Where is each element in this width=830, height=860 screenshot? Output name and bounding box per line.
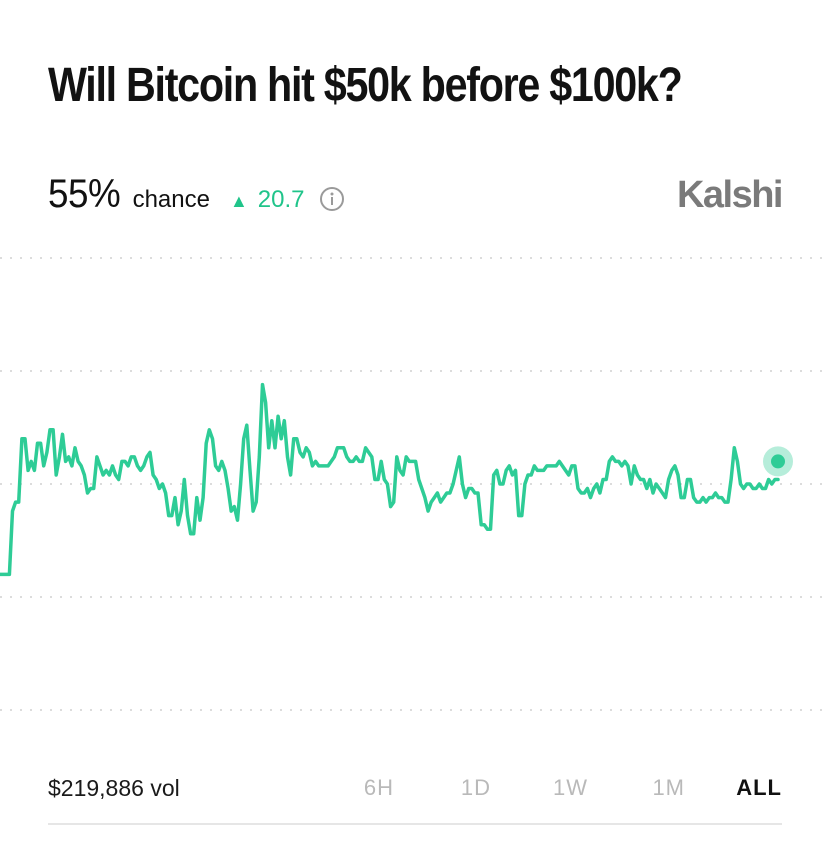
chance-label: chance xyxy=(132,186,210,213)
range-button-1w[interactable]: 1W xyxy=(491,775,588,801)
price-chart xyxy=(0,257,822,711)
range-button-all[interactable]: ALL xyxy=(685,775,782,801)
time-range-selector: 6H 1D 1W 1M ALL xyxy=(297,775,782,801)
info-icon[interactable] xyxy=(319,186,345,212)
kalshi-logo: Kalshi xyxy=(676,174,784,216)
range-button-1d[interactable]: 1D xyxy=(394,775,491,801)
chance-percentage: 55% xyxy=(48,172,121,216)
divider xyxy=(48,823,782,825)
market-stats: 55% chance ▲ 20.7 xyxy=(48,172,345,224)
up-arrow-icon: ▲ xyxy=(229,191,248,211)
volume-label: $219,886 vol xyxy=(48,774,180,801)
series-line xyxy=(0,382,780,577)
current-point xyxy=(771,454,785,469)
range-button-1m[interactable]: 1M xyxy=(588,775,685,801)
chart-footer: $219,886 vol 6H 1D 1W 1M ALL xyxy=(48,768,782,808)
page-title: Will Bitcoin hit $50k before $100k? xyxy=(48,59,683,112)
change-indicator: ▲ 20.7 xyxy=(230,186,305,214)
range-button-6h[interactable]: 6H xyxy=(297,775,394,801)
change-value: 20.7 xyxy=(257,186,305,213)
